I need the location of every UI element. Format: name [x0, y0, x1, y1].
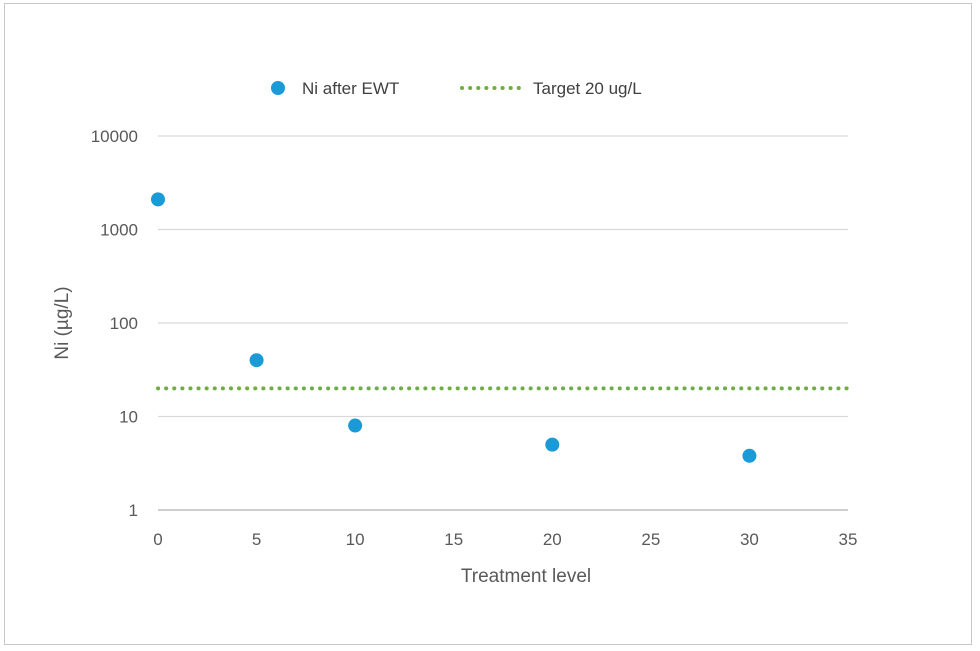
chart-frame [4, 3, 972, 645]
data-point-x0 [151, 192, 165, 207]
data-points [151, 192, 757, 463]
x-tick-label-5: 5 [252, 530, 261, 549]
legend-marker-ni-after-ewt [271, 81, 285, 95]
legend: Ni after EWT Target 20 ug/L [271, 79, 642, 98]
legend-label-ni-after-ewt: Ni after EWT [302, 79, 399, 98]
x-tick-label-25: 25 [641, 530, 660, 549]
x-tick-label-0: 0 [153, 530, 162, 549]
legend-label-target: Target 20 ug/L [533, 79, 642, 98]
data-point-x10 [348, 418, 363, 433]
gridlines [158, 135, 848, 511]
x-axis-tick-labels: 0 5 10 15 20 25 30 35 [153, 530, 857, 549]
x-tick-label-10: 10 [346, 530, 365, 549]
y-axis-tick-labels: 1 10 100 1000 10000 [91, 127, 138, 520]
x-axis-title: Treatment level [461, 566, 591, 587]
data-point-x5 [249, 353, 264, 368]
y-tick-label-1000: 1000 [100, 221, 138, 240]
y-tick-label-100: 100 [110, 314, 138, 333]
data-point-x20 [545, 437, 560, 452]
y-tick-label-10: 10 [119, 408, 138, 427]
y-tick-label-1: 1 [129, 501, 138, 520]
y-tick-label-10000: 10000 [91, 127, 138, 146]
data-point-x30 [742, 448, 757, 463]
x-tick-label-35: 35 [839, 530, 858, 549]
x-tick-label-30: 30 [740, 530, 759, 549]
y-axis-title: Ni (µg/L) [52, 286, 73, 359]
x-tick-label-15: 15 [444, 530, 463, 549]
x-tick-label-20: 20 [543, 530, 562, 549]
